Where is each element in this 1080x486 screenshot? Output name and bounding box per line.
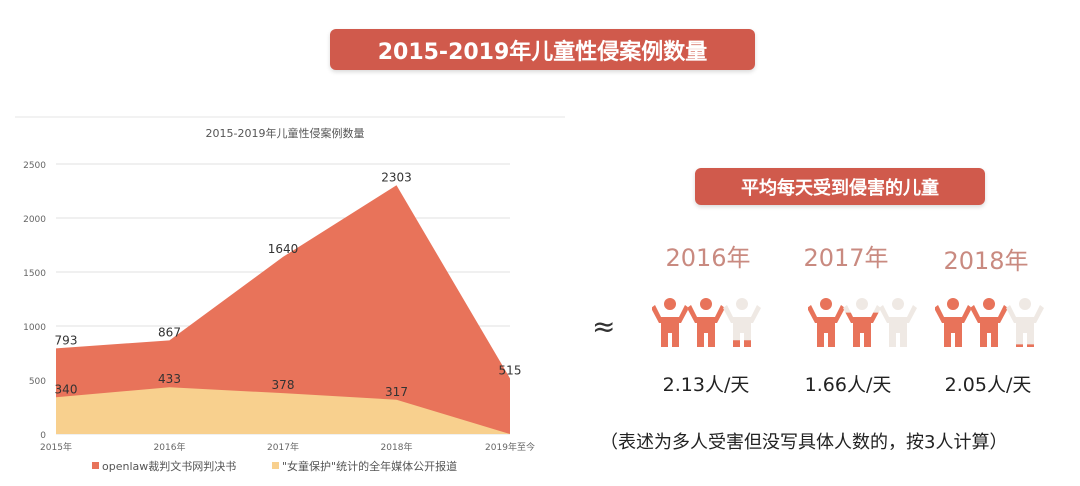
child-icon	[843, 298, 881, 347]
footnote: （表述为多人受害但没写具体人数的，按3人计算）	[600, 432, 1008, 453]
x-tick-label: 2018年	[381, 441, 413, 453]
year-label-2017: 2017年	[803, 244, 889, 272]
year-label-2018: 2018年	[943, 247, 1029, 275]
data-label: 433	[158, 372, 181, 386]
area-series-1	[56, 185, 510, 434]
area-series-2	[56, 387, 510, 434]
child-icon	[970, 298, 1008, 347]
y-tick-label: 0	[40, 431, 46, 441]
child-icon	[652, 298, 689, 347]
approx-symbol: ≈	[592, 310, 616, 343]
data-label: 317	[385, 385, 408, 399]
x-tick-label: 2015年	[40, 441, 72, 453]
rate-2018: 2.05人/天	[944, 374, 1032, 396]
people-icons-2016	[652, 298, 761, 347]
y-tick-label: 500	[29, 377, 46, 387]
data-label: 793	[55, 333, 78, 347]
x-tick-label: 2017年	[267, 441, 299, 453]
year-label-2016: 2016年	[665, 244, 751, 272]
child-icon	[723, 298, 761, 347]
data-label: 378	[272, 378, 295, 392]
rate-2016: 2.13人/天	[662, 374, 750, 396]
data-label: 867	[158, 325, 181, 339]
y-tick-label: 1500	[23, 269, 46, 279]
chart-title: 2015-2019年儿童性侵案例数量	[206, 126, 365, 140]
y-tick-label: 2500	[23, 161, 46, 171]
child-icon	[879, 298, 917, 347]
x-tick-label: 2016年	[154, 441, 186, 453]
data-label: 515	[499, 363, 522, 377]
area-chart: 2015-2019年儿童性侵案例数量 0 500 1000 1500 2000 2500 79…	[15, 116, 565, 473]
panel-title-banner: 平均每天受到侵害的儿童	[695, 168, 985, 205]
people-icons-2017	[808, 298, 917, 347]
child-icon	[1006, 298, 1044, 347]
child-icon	[935, 298, 972, 347]
y-tick-label: 1000	[23, 323, 46, 333]
child-icon	[808, 298, 845, 347]
people-icons-2018	[935, 298, 1044, 347]
x-tick-label: 2019年至今	[485, 441, 535, 453]
legend-swatch	[92, 462, 99, 469]
data-label: 2303	[381, 170, 412, 184]
data-label: 1640	[268, 242, 299, 256]
y-tick-label: 2000	[23, 215, 46, 225]
legend-label: openlaw裁判文书网判决书	[102, 459, 236, 473]
main-title-banner: 2015-2019年儿童性侵案例数量	[330, 29, 755, 70]
rate-2017: 1.66人/天	[804, 374, 892, 396]
legend-swatch	[272, 462, 279, 469]
child-icon	[687, 298, 725, 347]
data-label: 340	[55, 382, 78, 396]
legend-label: "女童保护"统计的全年媒体公开报道	[282, 459, 457, 473]
